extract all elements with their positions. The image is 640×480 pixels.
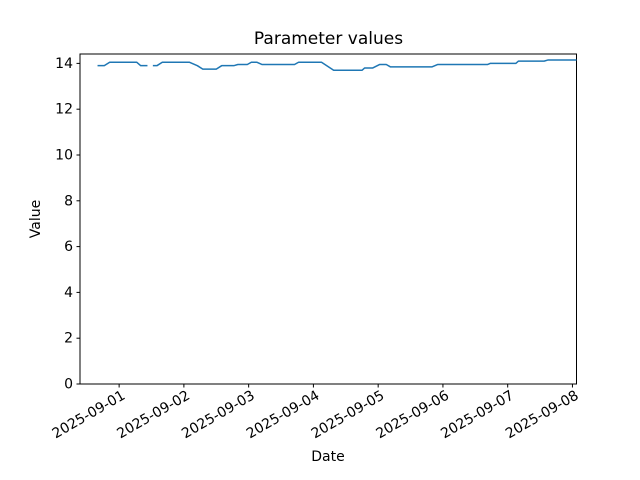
y-tick-label: 12 bbox=[55, 102, 73, 118]
x-tick-label: 2025-09-08 bbox=[503, 388, 581, 443]
y-tick-label: 2 bbox=[64, 331, 73, 347]
y-tick-label: 8 bbox=[64, 193, 73, 209]
x-tick-label: 2025-09-06 bbox=[373, 388, 452, 443]
y-tick-label: 4 bbox=[64, 285, 73, 301]
x-tick-label: 2025-09-01 bbox=[50, 388, 128, 443]
y-tick-label: 10 bbox=[55, 147, 73, 163]
x-tick-label: 2025-09-04 bbox=[244, 388, 323, 443]
axes-frame bbox=[79, 53, 577, 385]
data-line bbox=[97, 59, 577, 72]
chart-title: Parameter values bbox=[253, 29, 404, 49]
x-axis-label: Date bbox=[311, 449, 345, 465]
y-tick-label: 6 bbox=[64, 239, 73, 255]
x-tick-label: 2025-09-05 bbox=[309, 388, 387, 443]
x-tick-label: 2025-09-07 bbox=[438, 388, 516, 443]
x-tick-label: 2025-09-02 bbox=[114, 388, 192, 443]
y-tick-label: 14 bbox=[55, 56, 73, 72]
y-tick-label: 0 bbox=[64, 377, 73, 393]
x-tick-label: 2025-09-03 bbox=[179, 388, 257, 443]
